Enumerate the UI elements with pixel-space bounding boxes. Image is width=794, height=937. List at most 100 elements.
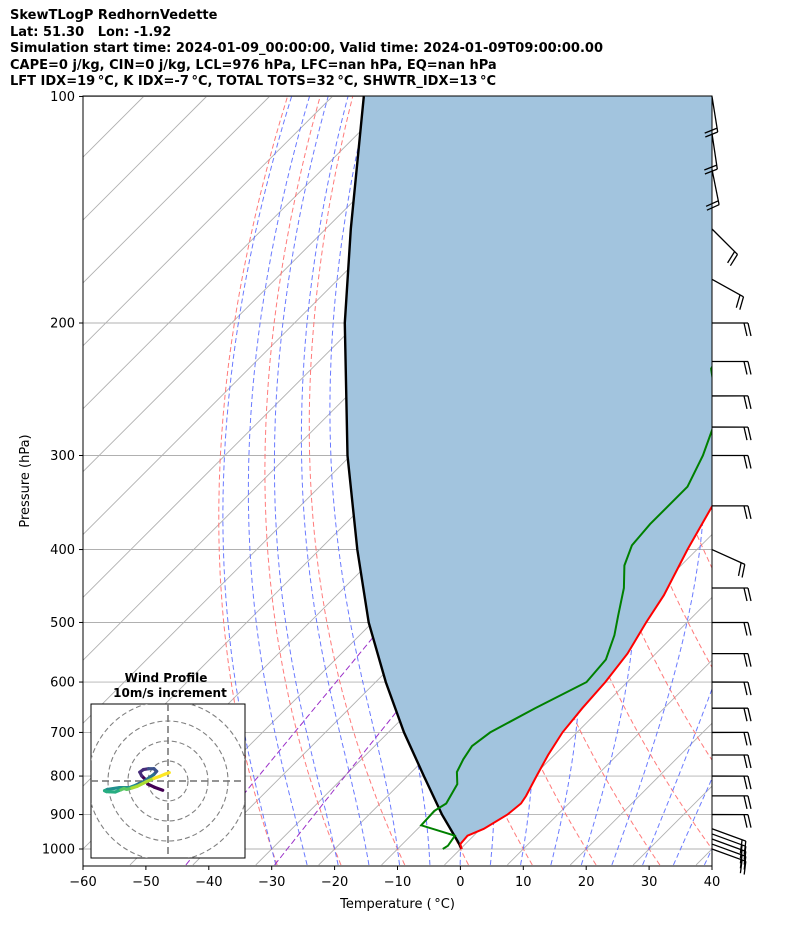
- title-line-5: LFT IDX=19 °C, K IDX=-7 °C, TOTAL TOTS=3…: [10, 74, 497, 89]
- barb-flag: [747, 395, 752, 410]
- barb-flag: [743, 361, 748, 375]
- x-tick-label: −50: [132, 875, 159, 890]
- title-line-4: CAPE=0 j/kg, CIN=0 j/kg, LCL=976 hPa, LF…: [10, 57, 497, 73]
- wind-barb: [711, 587, 752, 602]
- hodograph-trace-segment: [135, 780, 148, 788]
- wind-barb: [704, 96, 719, 138]
- barb-flag: [747, 653, 752, 667]
- wind-barb: [712, 322, 752, 337]
- hodograph-trace-segment: [163, 770, 171, 776]
- barb-flag: [743, 814, 748, 828]
- wind-barb: [711, 426, 752, 441]
- cin-shading: [344, 96, 712, 849]
- barb-flag: [747, 322, 752, 337]
- barb-flag: [747, 426, 752, 441]
- barb-flag: [743, 754, 748, 769]
- barb-flag: [747, 361, 752, 375]
- wind-barb: [711, 278, 745, 310]
- y-tick-label: 700: [50, 726, 75, 741]
- moist-adiabat: [247, 96, 310, 866]
- barb-flag: [747, 708, 752, 722]
- barb-flag: [747, 455, 752, 469]
- barb-flag: [704, 164, 717, 171]
- barb-shaft: [711, 96, 719, 133]
- moist-adiabat: [300, 96, 370, 865]
- barb-flag: [704, 168, 718, 175]
- barb-flag: [743, 395, 748, 410]
- barb-shaft: [711, 278, 744, 298]
- barb-shaft: [711, 548, 746, 565]
- wind-barb: [704, 133, 718, 175]
- x-tick-label: −60: [69, 875, 96, 890]
- hodograph-inset: Wind Profile 10m/s increment: [90, 671, 246, 859]
- dewpoint-line: [419, 365, 712, 850]
- isotherm-line: [83, 96, 333, 347]
- moist-adiabat: [273, 96, 339, 865]
- barb-flag: [743, 708, 748, 722]
- y-tick-label: 200: [50, 317, 75, 332]
- barb-flag: [743, 587, 748, 602]
- y-tick-label: 800: [50, 770, 75, 785]
- wind-barb: [711, 395, 752, 410]
- isotherm-line: [444, 596, 712, 866]
- dry-adiabat: [710, 96, 712, 113]
- barb-flag: [739, 844, 743, 859]
- y-tick-label: 100: [50, 90, 75, 105]
- barb-flag: [729, 254, 739, 267]
- barb-shaft: [711, 228, 738, 255]
- barb-shaft: [711, 833, 747, 847]
- title-line-2: Lat: 51.30 Lon: -1.92: [10, 24, 172, 40]
- barb-flag: [706, 204, 720, 211]
- isotherm-line: [0, 97, 81, 865]
- x-axis-title: Temperature ( °C): [339, 897, 455, 912]
- barb-flag: [743, 795, 748, 810]
- temperature-line: [459, 504, 712, 850]
- isotherm-line: [569, 722, 712, 866]
- wind-barb: [705, 169, 720, 211]
- isotherm-line: [507, 659, 712, 866]
- moist-adiabat: [329, 96, 400, 865]
- barb-flag: [743, 455, 748, 469]
- barb-flag: [743, 775, 748, 790]
- barb-flag: [741, 564, 746, 578]
- wind-barb: [711, 652, 752, 667]
- barb-flag: [747, 622, 752, 636]
- wind-barb: [711, 828, 747, 855]
- hodograph-trace-segment: [105, 785, 122, 792]
- wind-barbs: [704, 96, 752, 875]
- wind-barb: [711, 754, 752, 769]
- barb-shaft: [711, 843, 747, 858]
- hodograph-subtitle: 10m/s increment: [113, 686, 227, 700]
- x-tick-label: −10: [384, 875, 411, 890]
- title-line-1: SkewTLogP RedhornVedette: [10, 8, 218, 23]
- barb-flag: [743, 505, 748, 520]
- barb-shaft: [711, 828, 747, 842]
- isotherm-line: [759, 97, 794, 865]
- moist-adiabat: [642, 687, 712, 866]
- barb-shaft: [711, 133, 718, 170]
- isotherm-line: [83, 96, 270, 284]
- y-tick-label: 300: [50, 449, 75, 464]
- dry-adiabat: [264, 96, 342, 866]
- y-tick-label: 900: [50, 808, 75, 823]
- barb-flag: [743, 322, 748, 337]
- wind-barb: [711, 228, 739, 267]
- x-tick-label: 20: [578, 875, 595, 890]
- barb-flag: [743, 841, 747, 855]
- dry-adiabat: [218, 96, 288, 866]
- header-text: SkewTLogP RedhornVedette Lat: 51.30 Lon: …: [10, 8, 603, 91]
- barb-flag: [747, 814, 752, 828]
- isotherm-line: [83, 96, 396, 410]
- dry-adiabat: [744, 97, 794, 865]
- wind-barb: [711, 454, 752, 469]
- barb-flag: [743, 732, 748, 746]
- dry-adiabat: [308, 96, 406, 866]
- dry-adiabat: [777, 97, 794, 865]
- barb-flag: [743, 681, 748, 696]
- hodograph-ring: [147, 760, 189, 802]
- y-tick-label: 600: [50, 676, 75, 691]
- barb-flag: [747, 732, 752, 746]
- barb-flag: [739, 839, 743, 854]
- wind-barb: [711, 548, 746, 578]
